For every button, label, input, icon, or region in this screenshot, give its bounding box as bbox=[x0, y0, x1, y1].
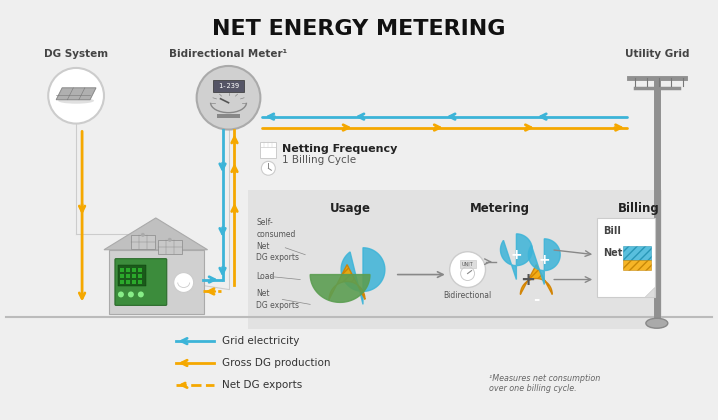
Circle shape bbox=[261, 161, 275, 175]
Bar bbox=[248, 190, 662, 329]
Bar bbox=[138, 273, 142, 278]
Bar bbox=[120, 280, 124, 284]
Circle shape bbox=[128, 291, 134, 297]
Text: Grid electricity: Grid electricity bbox=[222, 336, 299, 346]
Text: +: + bbox=[520, 270, 535, 289]
Circle shape bbox=[138, 291, 144, 297]
Text: 1-239: 1-239 bbox=[218, 83, 239, 89]
Circle shape bbox=[197, 66, 261, 129]
Circle shape bbox=[174, 273, 194, 292]
Bar bbox=[132, 268, 136, 272]
Bar bbox=[138, 268, 142, 272]
Bar bbox=[597, 218, 655, 297]
Polygon shape bbox=[500, 234, 532, 280]
Polygon shape bbox=[521, 265, 552, 294]
Bar bbox=[126, 273, 130, 278]
Text: Netting Frequency: Netting Frequency bbox=[282, 144, 398, 155]
Text: +: + bbox=[538, 253, 550, 267]
Text: +: + bbox=[510, 248, 522, 262]
Text: NET ENERGY METERING: NET ENERGY METERING bbox=[213, 19, 505, 39]
Bar bbox=[623, 260, 651, 270]
Text: ¹Measures net consumption
over one billing cycle.: ¹Measures net consumption over one billi… bbox=[490, 374, 601, 393]
Polygon shape bbox=[645, 287, 655, 297]
Circle shape bbox=[449, 252, 485, 287]
Text: Bidirectional Meter¹: Bidirectional Meter¹ bbox=[169, 49, 288, 59]
Circle shape bbox=[168, 238, 172, 242]
Text: Load: Load bbox=[256, 272, 275, 281]
Polygon shape bbox=[56, 88, 96, 100]
Bar bbox=[261, 142, 276, 158]
Text: Net DG exports: Net DG exports bbox=[222, 380, 302, 390]
Polygon shape bbox=[341, 248, 385, 304]
Bar bbox=[623, 246, 651, 260]
Ellipse shape bbox=[646, 318, 668, 328]
Bar bbox=[158, 240, 182, 254]
Bar bbox=[126, 280, 130, 284]
Bar bbox=[460, 260, 475, 268]
Bar bbox=[131, 235, 155, 249]
Bar bbox=[132, 280, 136, 284]
Bar bbox=[217, 114, 241, 118]
Circle shape bbox=[118, 291, 124, 297]
Text: Gross DG production: Gross DG production bbox=[222, 358, 330, 368]
Text: UNIT: UNIT bbox=[462, 262, 473, 267]
Bar bbox=[213, 80, 244, 92]
Bar bbox=[118, 265, 146, 286]
Bar bbox=[138, 280, 142, 284]
Text: Utility Grid: Utility Grid bbox=[625, 49, 689, 59]
Text: Bill: Bill bbox=[603, 226, 621, 236]
Polygon shape bbox=[310, 275, 370, 302]
Text: 1 Billing Cycle: 1 Billing Cycle bbox=[282, 155, 356, 165]
Text: Net
DG exports: Net DG exports bbox=[256, 289, 299, 310]
Circle shape bbox=[141, 233, 145, 237]
Text: -: - bbox=[533, 292, 539, 307]
Bar bbox=[120, 273, 124, 278]
Bar bbox=[126, 268, 130, 272]
Text: Usage: Usage bbox=[330, 202, 370, 215]
Polygon shape bbox=[104, 218, 208, 250]
Text: Billing: Billing bbox=[618, 202, 660, 215]
Polygon shape bbox=[528, 239, 560, 284]
FancyBboxPatch shape bbox=[115, 259, 167, 305]
Bar bbox=[109, 250, 204, 314]
Text: Metering: Metering bbox=[470, 202, 529, 215]
Polygon shape bbox=[329, 265, 365, 299]
Ellipse shape bbox=[58, 98, 94, 104]
Circle shape bbox=[48, 68, 104, 123]
Bar bbox=[132, 273, 136, 278]
Text: Bidirectional: Bidirectional bbox=[444, 291, 492, 300]
Bar bbox=[120, 268, 124, 272]
Text: Net: Net bbox=[603, 248, 623, 258]
Text: DG System: DG System bbox=[44, 49, 108, 59]
Text: Self-
consumed
Net
DG exports: Self- consumed Net DG exports bbox=[256, 218, 299, 262]
